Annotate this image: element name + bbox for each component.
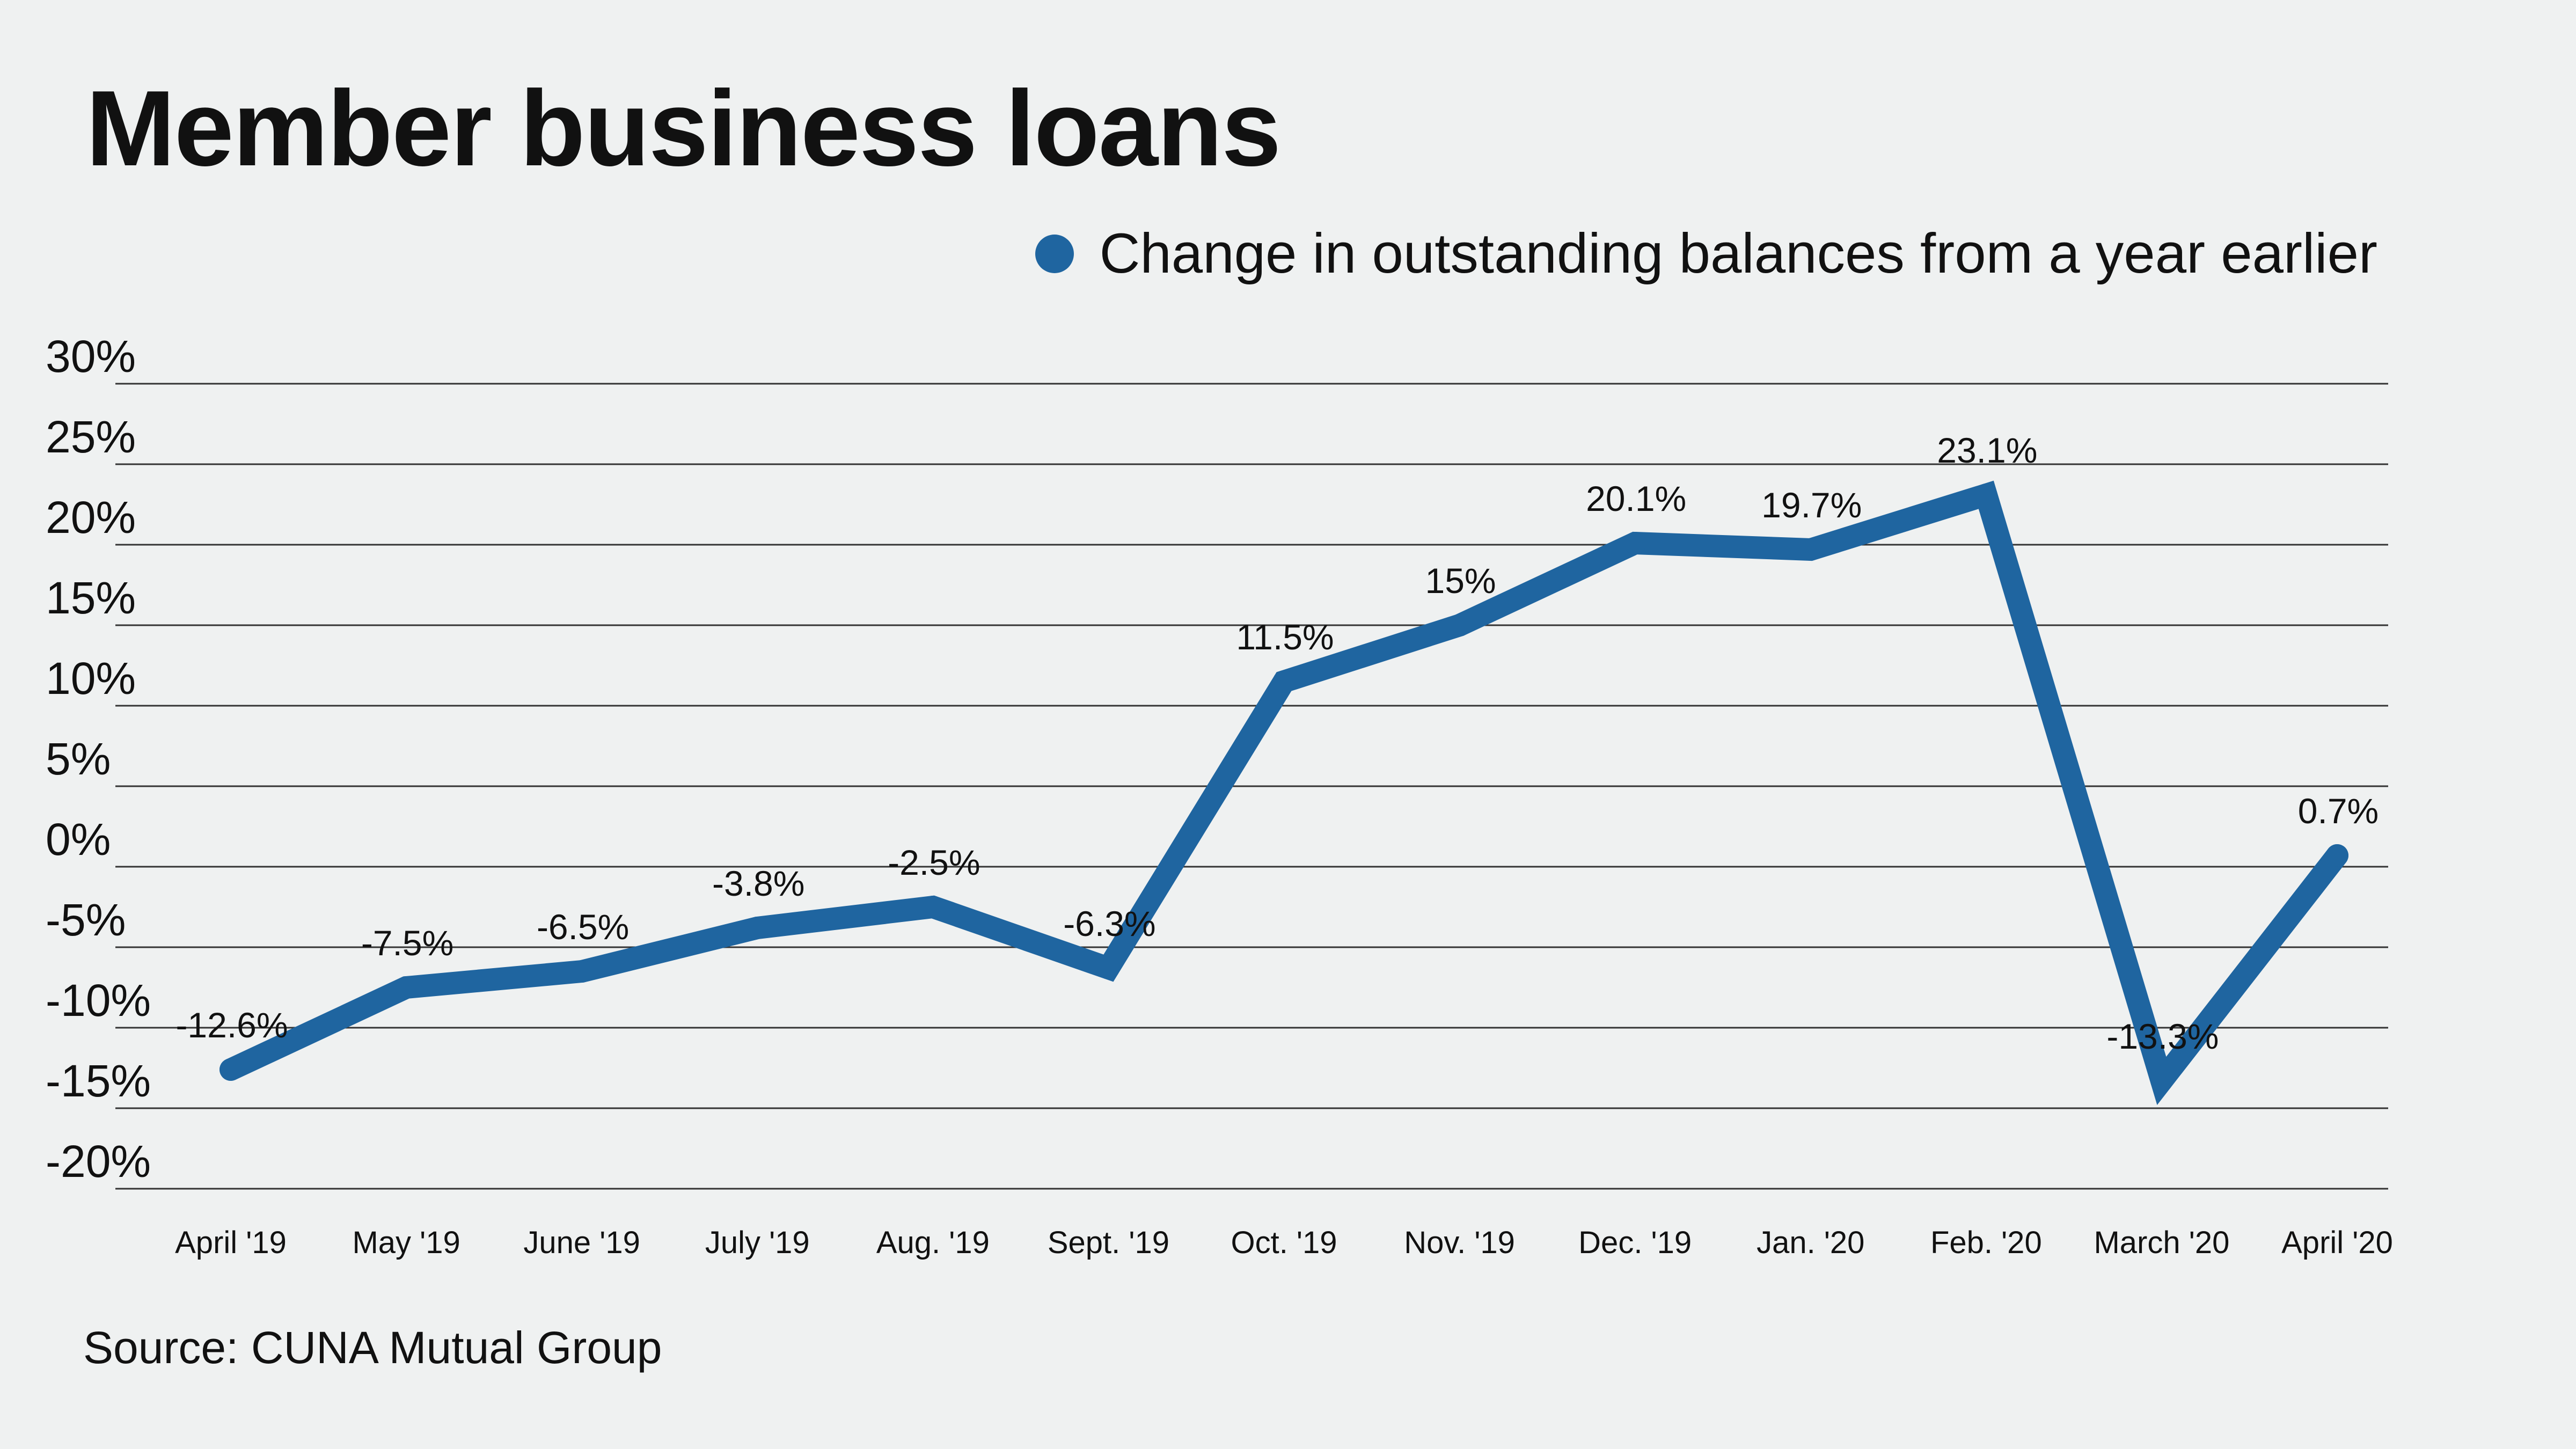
data-label: -13.3%: [2106, 1016, 2219, 1056]
x-tick-label: March '20: [2094, 1225, 2229, 1260]
x-tick-label: June '19: [523, 1225, 640, 1260]
series-line: [219, 480, 2348, 1106]
legend: Change in outstanding balances from a ye…: [1035, 225, 2377, 282]
y-tick-label: -10%: [46, 975, 151, 1026]
data-point: [1974, 484, 1997, 506]
data-point: [1448, 614, 1471, 636]
data-label: 20.1%: [1586, 479, 1686, 518]
data-point: [1272, 670, 1296, 693]
y-tick-label: 25%: [46, 412, 136, 462]
x-tick-label: May '19: [352, 1225, 460, 1260]
x-tick-label: Jan. '20: [1757, 1225, 1864, 1260]
x-tick-label: Aug. '19: [876, 1225, 990, 1260]
data-label: 23.1%: [1937, 430, 2037, 470]
x-tick-label: April '20: [2281, 1225, 2393, 1260]
data-label: -2.5%: [888, 843, 980, 882]
data-label: 11.5%: [1236, 617, 1334, 657]
data-point: [1623, 532, 1646, 554]
data-point: [2150, 1070, 2173, 1092]
y-tick-label: -5%: [46, 895, 126, 945]
data-point: [2326, 844, 2348, 867]
y-tick-label: -15%: [46, 1056, 151, 1106]
x-tick-label: Dec. '19: [1578, 1225, 1692, 1260]
y-tick-label: 5%: [46, 734, 111, 784]
y-tick-label: 0%: [46, 814, 111, 865]
data-point: [746, 917, 769, 939]
x-tick-label: July '19: [705, 1225, 810, 1260]
x-tick-label: Feb. '20: [1930, 1225, 2042, 1260]
data-point: [1097, 957, 1120, 979]
y-tick-label: 20%: [46, 492, 136, 543]
data-point: [921, 896, 945, 918]
data-label: -6.5%: [537, 907, 629, 947]
legend-marker-icon: [1035, 234, 1074, 273]
data-point: [219, 1058, 242, 1081]
data-label: -12.6%: [175, 1005, 288, 1045]
y-tick-label: 30%: [46, 331, 136, 382]
x-tick-label: April '19: [175, 1225, 287, 1260]
data-label: 15%: [1425, 561, 1496, 601]
source-note: Source: CUNA Mutual Group: [83, 1322, 662, 1373]
data-point: [570, 960, 594, 983]
y-tick-label: 15%: [46, 573, 136, 623]
y-tick-label: 10%: [46, 653, 136, 704]
data-label: 0.7%: [2298, 791, 2379, 831]
legend-label: Change in outstanding balances from a ye…: [1099, 222, 2377, 285]
y-tick-label: -20%: [46, 1136, 151, 1187]
chart-title: Member business loans: [86, 69, 1281, 188]
x-tick-label: Sept. '19: [1048, 1225, 1169, 1260]
x-tick-label: Nov. '19: [1404, 1225, 1515, 1260]
data-point: [1799, 538, 1822, 561]
data-label: 19.7%: [1761, 485, 1862, 525]
data-label: -7.5%: [361, 923, 453, 963]
data-label: -3.8%: [712, 863, 804, 903]
data-point: [395, 976, 418, 999]
x-tick-label: Oct. '19: [1231, 1225, 1337, 1260]
data-label: -6.3%: [1063, 904, 1155, 943]
